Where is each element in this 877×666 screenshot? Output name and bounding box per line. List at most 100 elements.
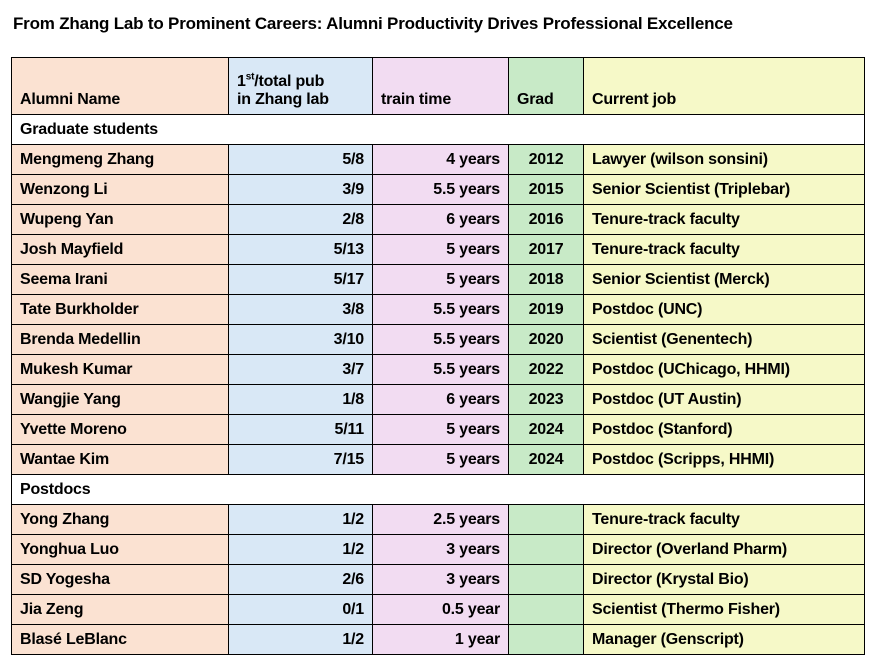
- cell-alumni-name: Wenzong Li: [11, 174, 229, 205]
- cell-pub-count: 5/13: [228, 234, 373, 265]
- cell-train-time: 3 years: [372, 564, 509, 595]
- cell-train-time: 5 years: [372, 234, 509, 265]
- cell-current-job: Scientist (Genentech): [583, 324, 865, 355]
- table-row: Brenda Medellin 3/10 5.5 years 2020 Scientis…: [11, 324, 865, 355]
- table-row: Wangjie Yang 1/8 6 years 2023 Postdoc (UT Au…: [11, 384, 865, 415]
- cell-pub-count: 2/8: [228, 204, 373, 235]
- col-header-pub: 1st/total pub in Zhang lab: [228, 57, 373, 115]
- cell-current-job: Lawyer (wilson sonsini): [583, 144, 865, 175]
- cell-grad-year: 2023: [508, 384, 584, 415]
- cell-grad-year: 2019: [508, 294, 584, 325]
- cell-current-job: Postdoc (UNC): [583, 294, 865, 325]
- alumni-table: Alumni Name 1st/total pub in Zhang lab t…: [11, 57, 865, 655]
- cell-pub-count: 3/10: [228, 324, 373, 355]
- cell-alumni-name: Josh Mayfield: [11, 234, 229, 265]
- cell-pub-count: 5/8: [228, 144, 373, 175]
- table-row: Josh Mayfield 5/13 5 years 2017 Tenure-track…: [11, 234, 865, 265]
- table-row: Yong Zhang 1/2 2.5 years Tenure-track facul…: [11, 504, 865, 535]
- cell-train-time: 5 years: [372, 414, 509, 445]
- col-header-pub-line1: 1st/total pub: [237, 71, 325, 90]
- col-header-current-job: Current job: [583, 57, 865, 115]
- cell-train-time: 3 years: [372, 534, 509, 565]
- cell-grad-year: 2016: [508, 204, 584, 235]
- cell-grad-year: 2022: [508, 354, 584, 385]
- col-header-train-time: train time: [372, 57, 509, 115]
- cell-grad-year: 2017: [508, 234, 584, 265]
- cell-current-job: Senior Scientist (Triplebar): [583, 174, 865, 205]
- cell-pub-count: 1/2: [228, 624, 373, 655]
- cell-alumni-name: Wantae Kim: [11, 444, 229, 475]
- cell-pub-count: 0/1: [228, 594, 373, 625]
- col-header-pub-line2: in Zhang lab: [237, 91, 329, 108]
- cell-grad-year: 2020: [508, 324, 584, 355]
- cell-alumni-name: Wangjie Yang: [11, 384, 229, 415]
- cell-current-job: Postdoc (Scripps, HHMI): [583, 444, 865, 475]
- table-row: Tate Burkholder 3/8 5.5 years 2019 Postdoc (…: [11, 294, 865, 325]
- cell-alumni-name: Blasé LeBlanc: [11, 624, 229, 655]
- cell-train-time: 6 years: [372, 204, 509, 235]
- table-row: Blasé LeBlanc 1/2 1 year Manager (Genscript…: [11, 624, 865, 655]
- cell-pub-count: 3/8: [228, 294, 373, 325]
- cell-train-time: 5.5 years: [372, 354, 509, 385]
- cell-grad-year: [508, 594, 584, 625]
- table-row: Mengmeng Zhang 5/8 4 years 2012 Lawyer (wils…: [11, 144, 865, 175]
- cell-current-job: Director (Overland Pharm): [583, 534, 865, 565]
- col-header-alumni-name: Alumni Name: [11, 57, 229, 115]
- table-row: Yvette Moreno 5/11 5 years 2024 Postdoc (Sta…: [11, 414, 865, 445]
- cell-pub-count: 3/7: [228, 354, 373, 385]
- cell-alumni-name: Yvette Moreno: [11, 414, 229, 445]
- cell-current-job: Manager (Genscript): [583, 624, 865, 655]
- cell-alumni-name: SD Yogesha: [11, 564, 229, 595]
- cell-train-time: 5.5 years: [372, 174, 509, 205]
- cell-train-time: 0.5 year: [372, 594, 509, 625]
- cell-alumni-name: Tate Burkholder: [11, 294, 229, 325]
- cell-current-job: Scientist (Thermo Fisher): [583, 594, 865, 625]
- cell-grad-year: [508, 624, 584, 655]
- cell-alumni-name: Jia Zeng: [11, 594, 229, 625]
- col-header-grad: Grad: [508, 57, 584, 115]
- cell-pub-count: 2/6: [228, 564, 373, 595]
- table-row: Wantae Kim 7/15 5 years 2024 Postdoc (Scripp…: [11, 444, 865, 475]
- cell-current-job: Postdoc (Stanford): [583, 414, 865, 445]
- cell-alumni-name: Yonghua Luo: [11, 534, 229, 565]
- table-row: Seema Irani 5/17 5 years 2018 Senior Scienti…: [11, 264, 865, 295]
- cell-pub-count: 1/2: [228, 504, 373, 535]
- cell-current-job: Tenure-track faculty: [583, 204, 865, 235]
- cell-alumni-name: Wupeng Yan: [11, 204, 229, 235]
- table-row: SD Yogesha 2/6 3 years Director (Krystal Bi…: [11, 564, 865, 595]
- cell-grad-year: 2012: [508, 144, 584, 175]
- cell-current-job: Postdoc (UT Austin): [583, 384, 865, 415]
- section-label: Postdocs: [11, 474, 865, 505]
- cell-alumni-name: Mukesh Kumar: [11, 354, 229, 385]
- cell-grad-year: 2015: [508, 174, 584, 205]
- page-title: From Zhang Lab to Prominent Careers: Alu…: [13, 14, 733, 33]
- table-row: Jia Zeng 0/1 0.5 year Scientist (Thermo Fis…: [11, 594, 865, 625]
- cell-current-job: Tenure-track faculty: [583, 504, 865, 535]
- cell-train-time: 5 years: [372, 444, 509, 475]
- cell-train-time: 2.5 years: [372, 504, 509, 535]
- cell-grad-year: [508, 564, 584, 595]
- cell-pub-count: 3/9: [228, 174, 373, 205]
- cell-grad-year: 2024: [508, 444, 584, 475]
- cell-grad-year: [508, 534, 584, 565]
- cell-alumni-name: Yong Zhang: [11, 504, 229, 535]
- cell-train-time: 5 years: [372, 264, 509, 295]
- ordinal-superscript: st: [245, 71, 255, 83]
- cell-train-time: 5.5 years: [372, 294, 509, 325]
- section-row: Graduate students: [11, 114, 865, 145]
- table-row: Mukesh Kumar 3/7 5.5 years 2022 Postdoc (UCh…: [11, 354, 865, 385]
- cell-train-time: 1 year: [372, 624, 509, 655]
- cell-current-job: Director (Krystal Bio): [583, 564, 865, 595]
- cell-alumni-name: Seema Irani: [11, 264, 229, 295]
- cell-alumni-name: Brenda Medellin: [11, 324, 229, 355]
- cell-current-job: Postdoc (UChicago, HHMI): [583, 354, 865, 385]
- header-row: Alumni Name 1st/total pub in Zhang lab t…: [11, 57, 865, 115]
- cell-grad-year: 2024: [508, 414, 584, 445]
- table-row: Yonghua Luo 1/2 3 years Director (Overland …: [11, 534, 865, 565]
- cell-train-time: 4 years: [372, 144, 509, 175]
- section-label: Graduate students: [11, 114, 865, 145]
- cell-train-time: 6 years: [372, 384, 509, 415]
- cell-pub-count: 5/17: [228, 264, 373, 295]
- cell-alumni-name: Mengmeng Zhang: [11, 144, 229, 175]
- table-row: Wupeng Yan 2/8 6 years 2016 Tenure-track fac…: [11, 204, 865, 235]
